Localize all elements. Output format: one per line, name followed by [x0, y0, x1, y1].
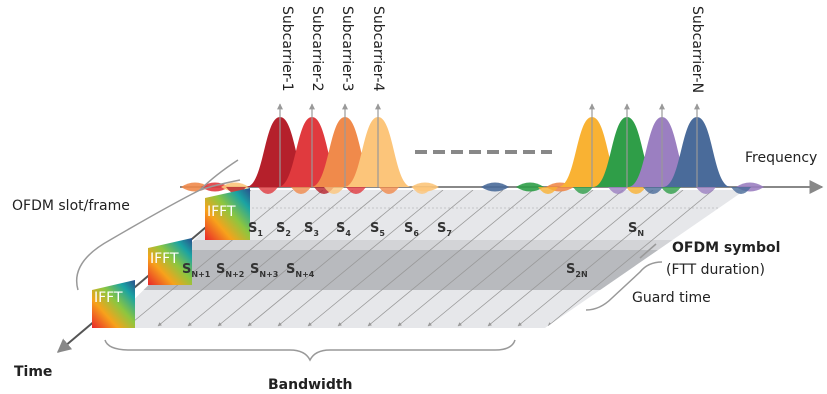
symbol-base: S: [276, 221, 285, 236]
subcarrier-label: Subcarrier-3: [339, 6, 355, 92]
symbol-base: S: [370, 221, 379, 236]
ofdm-diagram: IFFT IFFT IFFT S1S2S3S4S5S6S7SNSN+1SN+2S…: [0, 0, 827, 394]
symbol-subscript: 7: [446, 229, 452, 238]
ifft-label: IFFT: [150, 251, 179, 267]
bandwidth-label: Bandwidth: [268, 377, 353, 393]
frequency-label: Frequency: [745, 150, 817, 166]
symbol-subscript: N+2: [225, 270, 244, 279]
symbol-base: S: [248, 221, 257, 236]
symbol-subscript: N+4: [295, 270, 314, 279]
symbol-label: OFDM symbol: [672, 240, 780, 256]
symbol-subscript: 6: [413, 229, 419, 238]
guard-time-label: Guard time: [632, 290, 711, 306]
symbol-base: S: [216, 262, 225, 277]
subcarrier-label: Subcarrier-N: [689, 6, 705, 93]
symbol-duration: (FTT duration): [666, 262, 765, 278]
symbol-subscript: 5: [379, 229, 385, 238]
bandwidth-brace: [105, 340, 515, 360]
subcarrier-label: Subcarrier-1: [279, 6, 295, 92]
symbol-base: S: [250, 262, 259, 277]
symbol-subscript: 2: [285, 229, 291, 238]
symbol-subscript: N: [637, 229, 644, 238]
symbol-base: S: [182, 262, 191, 277]
ifft-label: IFFT: [94, 290, 123, 306]
symbol-base: S: [304, 221, 313, 236]
time-label: Time: [14, 364, 52, 380]
symbol-base: S: [404, 221, 413, 236]
symbol-subscript: 3: [313, 229, 319, 238]
subcarrier-label: Subcarrier-2: [309, 6, 325, 92]
symbol-subscript: N+3: [259, 270, 278, 279]
subcarrier-waves: [181, 104, 764, 194]
symbol-base: S: [437, 221, 446, 236]
frame-label: OFDM slot/frame: [12, 198, 130, 214]
symbol-base: S: [336, 221, 345, 236]
symbol-subscript: 4: [345, 229, 351, 238]
symbol-base: S: [566, 262, 575, 277]
subcarrier-label: Subcarrier-4: [370, 6, 386, 92]
symbol-base: S: [286, 262, 295, 277]
symbol-subscript: 1: [257, 229, 263, 238]
symbol-subscript: 2N: [575, 270, 587, 279]
ifft-label: IFFT: [207, 204, 236, 220]
symbol-base: S: [628, 221, 637, 236]
symbol-subscript: N+1: [191, 270, 210, 279]
